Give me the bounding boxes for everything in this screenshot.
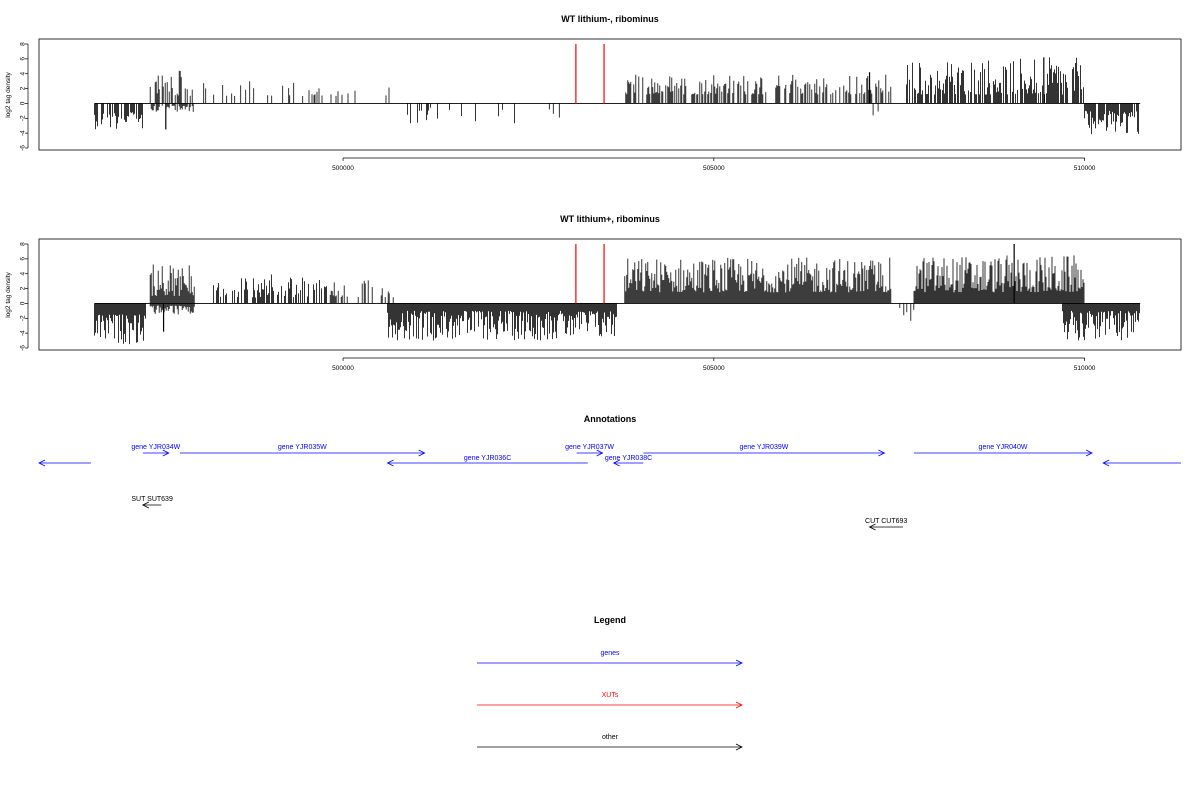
y-tick-label: 8: [19, 42, 26, 46]
annotation-feature: gene YJR035W: [179, 444, 426, 457]
feature-arrow-head: [386, 459, 394, 467]
y-tick-label: -4: [19, 130, 26, 136]
legend: Legend genes XUTs other: [477, 615, 743, 751]
y-tick-label: 0: [19, 301, 26, 305]
feature-arrow-head: [612, 459, 620, 467]
feature-label: gene YJR034W: [131, 444, 180, 451]
legend-label: XUTs: [602, 692, 619, 699]
plot-frame: [38, 238, 1182, 351]
y-tick-label: 6: [19, 257, 26, 261]
feature-arrow-head: [1085, 449, 1093, 457]
y-axis-label: log2 tag density: [5, 271, 12, 317]
legend-title: Legend: [594, 615, 626, 625]
feature-label: gene YJR036C: [464, 455, 511, 462]
feature-label: gene YJR037W: [565, 444, 614, 451]
y-axis-label: log2 tag density: [5, 71, 12, 117]
x-tick-label: 510000: [1074, 365, 1096, 372]
annotation-feature: SUT SUT639: [131, 496, 173, 509]
feature-arrow-head: [141, 501, 149, 509]
annotation-feature: [38, 459, 91, 467]
feature-label: SUT SUT639: [131, 496, 173, 503]
legend-arrow-head: [735, 659, 743, 667]
y-tick-label: 4: [19, 272, 26, 276]
xut-markers: [575, 244, 605, 304]
annotation-feature: gene YJR034W: [131, 444, 181, 457]
feature-label: gene YJR039W: [739, 444, 788, 451]
feature-arrow-head: [868, 523, 876, 531]
annotations-track: Annotations gene YJR034W gene YJR035Wgene…: [38, 414, 1181, 531]
y-tick-label: -4: [19, 330, 26, 336]
y-tick-label: 8: [19, 242, 26, 246]
y-tick-label: -2: [19, 315, 26, 321]
feature-arrow-head: [1102, 459, 1110, 467]
plot-frame: [38, 38, 1182, 151]
y-tick-label: 4: [19, 72, 26, 76]
legend-items: genes XUTs other: [477, 650, 743, 751]
y-tick-label: 6: [19, 57, 26, 61]
legend-label: genes: [600, 650, 620, 657]
x-axis: 500000 505000 510000: [332, 357, 1096, 372]
feature-label: gene YJR038C: [605, 455, 652, 462]
annotation-feature: gene YJR037W: [565, 444, 614, 457]
panel-wt-lithium-minus: WT lithium-, ribominus log2 tag density …: [5, 14, 1182, 172]
x-tick-label: 505000: [703, 165, 725, 172]
y-tick-label: -2: [19, 115, 26, 121]
feature-arrow-head: [38, 459, 46, 467]
panel-wt-lithium-plus: WT lithium+, ribominus log2 tag density …: [5, 214, 1182, 372]
panel-title: WT lithium+, ribominus: [560, 214, 660, 224]
feature-label: gene YJR035W: [278, 444, 327, 451]
annotation-feature: gene YJR039W: [643, 444, 886, 457]
x-tick-label: 510000: [1074, 165, 1096, 172]
y-tick-label: 2: [19, 86, 26, 90]
y-tick-label: 0: [19, 101, 26, 105]
legend-item: other: [477, 734, 743, 751]
annotation-feature: gene YJR036C: [386, 455, 588, 467]
feature-label: gene YJR040W: [979, 444, 1028, 451]
feature-arrow-head: [596, 449, 604, 457]
y-tick-label: -6: [19, 345, 26, 351]
annotation-feature: gene YJR040W: [914, 444, 1093, 457]
x-tick-label: 500000: [332, 165, 354, 172]
feature-arrow-head: [162, 449, 170, 457]
y-axis: -6 -4 -2 0 2 4 6 8: [19, 42, 29, 151]
legend-item: genes: [477, 650, 743, 667]
annotation-feature: [1102, 459, 1181, 467]
y-tick-label: 2: [19, 286, 26, 290]
annotation-feature: CUT CUT693: [865, 518, 907, 531]
legend-arrow-head: [735, 743, 743, 751]
signal-bars: [94, 244, 1141, 345]
signal-bars: [94, 57, 1141, 135]
feature-label: CUT CUT693: [865, 518, 907, 525]
feature-arrow-head: [418, 449, 426, 457]
annotation-features: gene YJR034W gene YJR035W gene YJR036C gene…: [38, 444, 1181, 531]
feature-arrow-head: [878, 449, 886, 457]
y-axis: -6 -4 -2 0 2 4 6 8: [19, 242, 29, 351]
xut-markers: [575, 44, 605, 104]
legend-arrow-head: [735, 701, 743, 709]
annotations-title: Annotations: [584, 414, 637, 424]
annotation-feature: gene YJR038C: [605, 455, 652, 467]
x-tick-label: 500000: [332, 365, 354, 372]
x-tick-label: 505000: [703, 365, 725, 372]
y-tick-label: -6: [19, 145, 26, 151]
x-axis: 500000 505000 510000: [332, 157, 1096, 172]
legend-label: other: [602, 734, 619, 741]
panel-title: WT lithium-, ribominus: [561, 14, 659, 24]
legend-item: XUTs: [477, 692, 743, 709]
